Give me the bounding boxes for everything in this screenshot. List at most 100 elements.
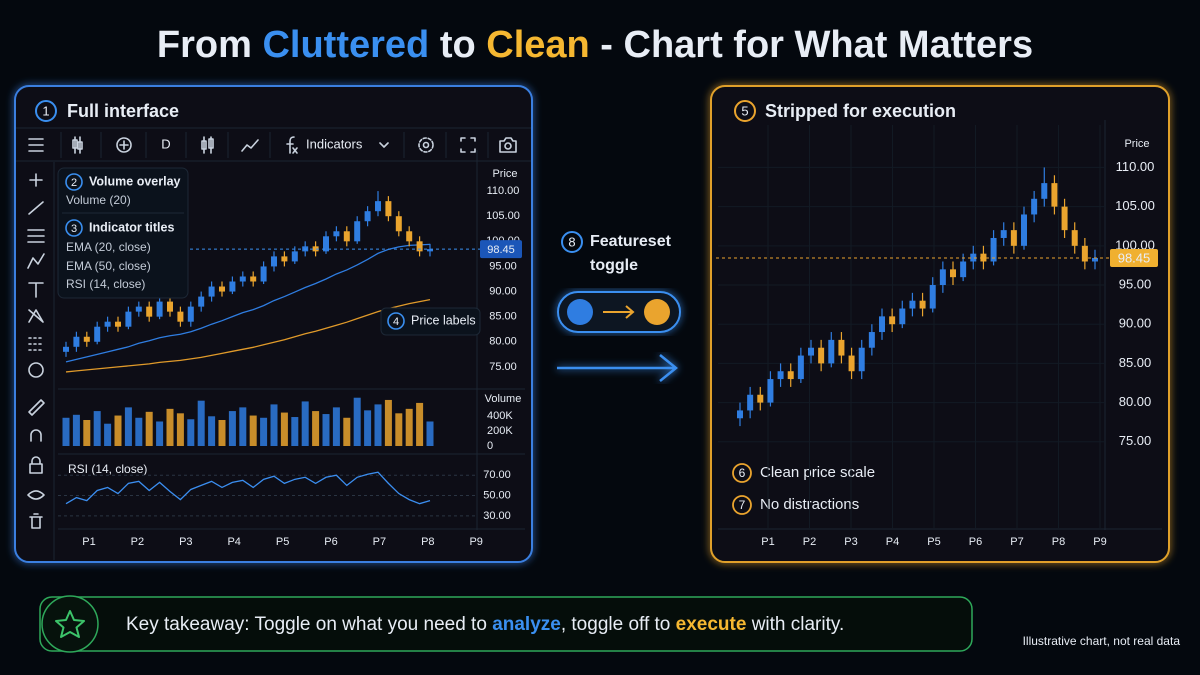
ruler-tool[interactable]: [28, 399, 45, 416]
pattern-tool[interactable]: [27, 253, 45, 269]
toggle-off-knob: [644, 299, 670, 325]
badge-number: 4: [393, 316, 399, 328]
title-part: Cluttered: [262, 24, 429, 66]
volume-bar: [218, 420, 226, 446]
candle-body: [848, 355, 855, 372]
delete-tool[interactable]: [29, 513, 43, 529]
candle-body: [868, 332, 875, 348]
x-tick-label: P5: [927, 536, 940, 548]
legend-heading: Volume overlay: [89, 174, 181, 188]
settings-icon[interactable]: [418, 137, 434, 153]
volume-bar: [62, 417, 70, 446]
callout-label: Clean price scale: [760, 464, 875, 481]
candle-body: [219, 286, 225, 292]
interval-button[interactable]: D: [161, 136, 170, 151]
legend-background: [57, 167, 189, 299]
forecast-tool[interactable]: [28, 309, 44, 323]
camera-lens: [504, 142, 512, 150]
rsi-line: [65, 471, 431, 505]
page-title: From Cluttered to Clean - Chart for What…: [157, 24, 1033, 66]
volume-bar: [270, 404, 278, 446]
title-part: to: [429, 24, 486, 66]
candle-body: [427, 249, 433, 252]
volume-bar: [291, 417, 299, 446]
trendline-tool[interactable]: [28, 201, 44, 215]
lock-tool[interactable]: [29, 456, 43, 474]
legend-item: EMA (20, close): [66, 240, 151, 254]
fx-icon: [286, 136, 298, 154]
candle-body: [167, 301, 173, 312]
candle-body: [146, 306, 153, 317]
ema-line: [65, 298, 431, 373]
takeaway-box: [39, 596, 973, 652]
candle-body: [156, 301, 163, 317]
chart: Price75.0080.0085.0090.0095.00100.00105.…: [58, 150, 525, 548]
magnet-tool[interactable]: [30, 429, 42, 442]
candle-body: [229, 281, 236, 292]
axis-title: Price: [492, 168, 517, 180]
candle-body: [395, 216, 402, 232]
candles-icon[interactable]: [72, 136, 83, 154]
toolbar: D Indicators: [16, 127, 531, 162]
axis-title: Volume: [485, 393, 522, 405]
callout-label: Price labels: [411, 313, 476, 327]
candle-body: [1081, 245, 1088, 262]
last-price-box: [1110, 248, 1158, 267]
candle-body: [1051, 183, 1058, 207]
candle-body: [737, 410, 743, 419]
x-tick-label: P3: [179, 536, 192, 548]
toggle-arrow: [603, 305, 635, 319]
candle-body: [125, 311, 132, 327]
indicators-button[interactable]: Indicators: [306, 136, 363, 151]
candle-body: [818, 347, 825, 364]
candle-body: [406, 231, 413, 242]
candle-body: [104, 321, 111, 327]
menu-icon[interactable]: [28, 138, 44, 152]
add-icon[interactable]: [116, 137, 132, 153]
x-tick-label: P1: [761, 536, 774, 548]
candle-body: [1010, 230, 1017, 246]
y-tick-label: 75.00: [489, 361, 517, 373]
takeaway-part: Key takeaway: Toggle on what you need to: [126, 614, 492, 635]
candle-body: [757, 394, 764, 403]
legend-box: 2 Volume overlay Volume (20) 3 Indicator…: [57, 167, 189, 299]
badge: [732, 463, 752, 483]
star-icon: [55, 610, 85, 638]
fib-tool[interactable]: [27, 229, 45, 243]
fullscreen-icon[interactable]: [460, 137, 476, 153]
flow-arrow: [557, 354, 678, 382]
legend-item: RSI (14, close): [66, 277, 145, 291]
settings-icon-core: [422, 141, 430, 149]
x-tick-label: P5: [276, 536, 289, 548]
volume-bar: [332, 407, 340, 446]
line-icon[interactable]: [241, 139, 259, 152]
camera-icon[interactable]: [499, 137, 517, 153]
callout-box: [380, 307, 481, 336]
badge: [65, 219, 83, 237]
candle-body: [1021, 214, 1027, 246]
candle-body: [808, 347, 814, 356]
candle-body: [187, 306, 194, 322]
volume-bar: [114, 415, 122, 446]
candle-body: [73, 336, 80, 347]
candle-body: [271, 256, 277, 267]
takeaway-part: , toggle off to: [561, 614, 676, 635]
candle-body: [291, 251, 298, 262]
text-tool[interactable]: [28, 282, 44, 298]
title-part: - Chart for What Matters: [590, 24, 1033, 66]
axis-title: Price: [1124, 138, 1149, 150]
crosshair-tool[interactable]: [29, 173, 43, 187]
y-tick-label: 90.00: [489, 285, 517, 297]
title-part: From: [157, 24, 263, 66]
last-price-label: 98.45: [1118, 250, 1151, 265]
emoji-tool[interactable]: [28, 362, 44, 378]
takeaway-part: with clarity.: [746, 614, 844, 635]
y-tick-label: 80.00: [489, 336, 517, 348]
measure-tool[interactable]: [28, 337, 44, 351]
chart-type-icon[interactable]: [201, 136, 214, 154]
visibility-tool[interactable]: [27, 490, 45, 500]
candle-body: [939, 269, 946, 286]
x-tick-label: P9: [1093, 536, 1106, 548]
badge-number: 8: [568, 234, 575, 249]
dropdown-chevron[interactable]: [379, 142, 389, 148]
